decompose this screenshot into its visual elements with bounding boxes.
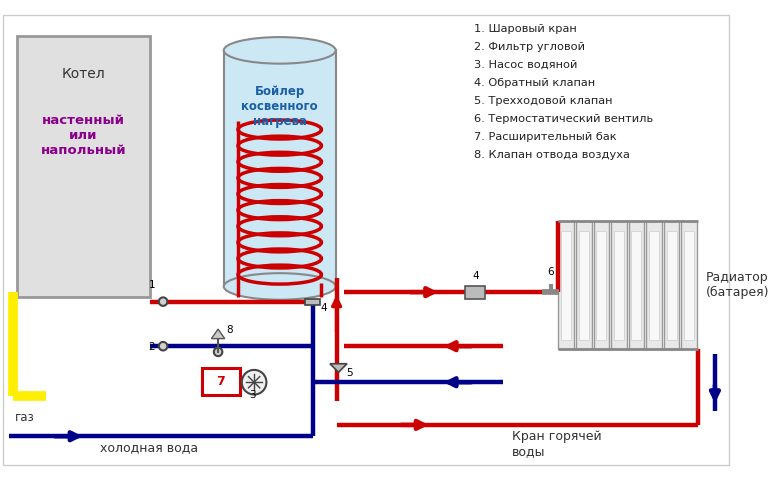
Text: Радиатор
(батарея): Радиатор (батарея) [706, 271, 769, 299]
Bar [224, 50, 336, 287]
Bar [558, 221, 574, 349]
Bar [594, 221, 609, 349]
Bar [561, 230, 571, 339]
Text: 3. Насос водяной: 3. Насос водяной [474, 60, 577, 70]
Circle shape [242, 370, 266, 395]
Bar [576, 221, 591, 349]
Bar [579, 230, 589, 339]
Bar [664, 221, 679, 349]
Text: 5. Трехходовой клапан: 5. Трехходовой клапан [474, 96, 613, 106]
Text: холодная вода: холодная вода [100, 441, 198, 454]
Text: 2: 2 [148, 342, 155, 352]
Bar [646, 221, 662, 349]
Bar [202, 368, 240, 395]
Bar [631, 230, 642, 339]
Text: 4: 4 [320, 303, 327, 313]
Bar [628, 221, 645, 349]
Text: 7: 7 [217, 375, 225, 388]
Text: 5: 5 [346, 368, 353, 378]
Text: 6. Термостатический вентиль: 6. Термостатический вентиль [474, 114, 653, 124]
Text: газ: газ [15, 411, 35, 424]
Bar [649, 230, 659, 339]
Bar [611, 221, 627, 349]
Text: 2. Фильтр угловой: 2. Фильтр угловой [474, 42, 585, 52]
Bar [597, 230, 606, 339]
Ellipse shape [224, 273, 336, 300]
Bar [666, 230, 676, 339]
Text: 1. Шаровый кран: 1. Шаровый кран [474, 24, 577, 34]
Bar [681, 221, 697, 349]
Text: 3: 3 [249, 390, 256, 400]
Text: 8. Клапан отвода воздуха: 8. Клапан отвода воздуха [474, 150, 630, 160]
Circle shape [159, 298, 168, 306]
Polygon shape [330, 364, 347, 372]
Ellipse shape [224, 37, 336, 64]
Bar [465, 286, 486, 299]
Text: 4. Обратный клапан: 4. Обратный клапан [474, 78, 595, 88]
Text: 8: 8 [227, 325, 233, 335]
Text: 7. Расширительный бак: 7. Расширительный бак [474, 132, 617, 142]
Text: 1: 1 [148, 280, 155, 290]
Text: 6: 6 [547, 267, 554, 277]
Text: Котел: Котел [62, 67, 105, 81]
Bar [17, 36, 150, 297]
Bar [684, 230, 694, 339]
Bar [614, 230, 624, 339]
Circle shape [214, 348, 222, 356]
Polygon shape [212, 329, 225, 338]
Bar [305, 299, 320, 305]
Text: Бойлер
косвенного
нагрева: Бойлер косвенного нагрева [242, 85, 318, 129]
Text: Кран горячей
воды: Кран горячей воды [512, 430, 601, 457]
Text: настенный
или
напольный: настенный или напольный [41, 114, 127, 157]
Circle shape [159, 342, 168, 350]
Text: 4: 4 [472, 271, 479, 281]
